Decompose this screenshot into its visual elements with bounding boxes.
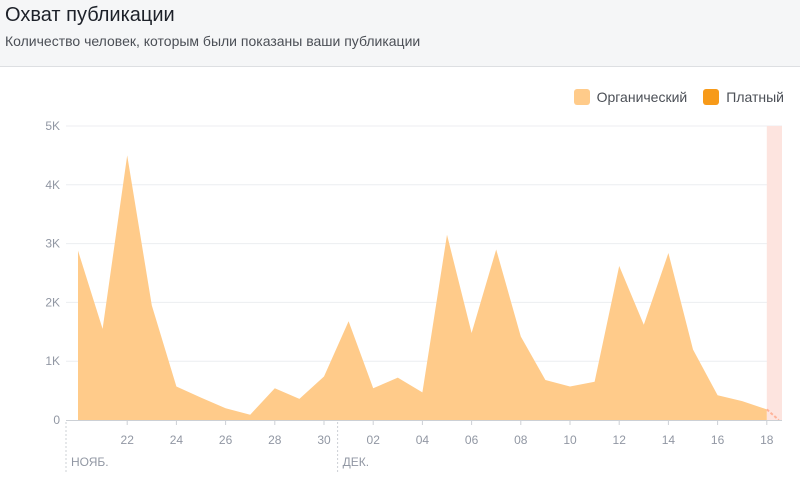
- legend-label-organic: Органический: [596, 89, 688, 105]
- y-tick-label-2: 2K: [45, 295, 60, 309]
- legend-label-paid: Платный: [726, 89, 784, 105]
- legend-swatch-paid: [703, 89, 720, 105]
- x-tick-label-12: 16: [711, 433, 725, 447]
- page-title: Охват публикации: [5, 4, 175, 26]
- x-tick-label-10: 12: [613, 433, 627, 447]
- y-tick-label-1: 1K: [45, 354, 60, 368]
- legend-item-paid[interactable]: Платный: [703, 89, 784, 105]
- x-tick-label-11: 14: [662, 433, 676, 447]
- y-tick-label-3: 3K: [45, 237, 60, 251]
- x-tick-label-4: 30: [317, 433, 331, 447]
- y-tick-label-5: 5K: [45, 119, 60, 133]
- series-area-organic: [78, 155, 767, 420]
- x-tick-label-6: 04: [416, 433, 430, 447]
- legend-swatch-organic: [573, 89, 590, 105]
- x-tick-label-0: 22: [121, 433, 135, 447]
- legend-item-organic[interactable]: Органический: [573, 89, 688, 105]
- month-label-1: ДЕК.: [343, 455, 369, 469]
- highlight-band: [766, 126, 782, 420]
- x-tick-label-8: 08: [514, 433, 528, 447]
- projection-tail: [766, 408, 780, 421]
- month-label-0: НОЯБ.: [71, 455, 109, 469]
- x-tick-label-1: 24: [170, 433, 184, 447]
- x-tick-label-2: 26: [219, 433, 233, 447]
- x-tick-label-5: 02: [367, 433, 381, 447]
- x-tick-label-13: 18: [760, 433, 774, 447]
- x-tick-label-3: 28: [268, 433, 282, 447]
- page-subtitle: Количество человек, которым были показан…: [5, 33, 421, 49]
- y-tick-label-4: 4K: [45, 178, 60, 192]
- x-tick-label-9: 10: [563, 433, 577, 447]
- chart-legend: Органический Платный: [558, 89, 784, 105]
- chart-header: Охват публикации Количество человек, кот…: [0, 0, 800, 67]
- y-tick-label-0: 0: [53, 413, 60, 427]
- x-tick-label-7: 06: [465, 433, 479, 447]
